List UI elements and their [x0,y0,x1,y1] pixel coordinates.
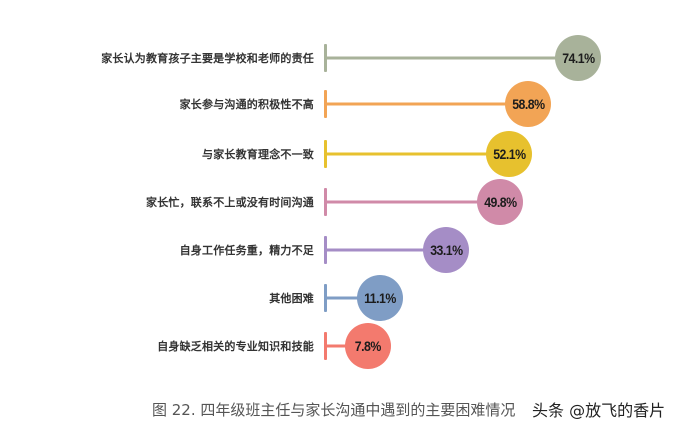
value-bubble: 49.8% [477,179,523,225]
value-bubble: 33.1% [423,227,469,273]
value-bubble: 58.8% [505,81,551,127]
category-label: 其他困难 [269,292,314,305]
chart-row: 其他困难 11.1% [0,275,700,321]
value-label: 52.1% [492,146,526,162]
lollipop-chart: 家长认为教育孩子主要是学校和老师的责任 74.1% 家长参与沟通的积极性不高 58.8… [0,35,700,369]
value-bubble: 52.1% [486,131,532,177]
value-bar [325,296,380,300]
category-label: 家长认为教育孩子主要是学校和老师的责任 [101,52,314,65]
value-bar [325,152,509,156]
chart-row: 与家长教育理念不一致 52.1% [0,131,700,177]
chart-row: 自身工作任务重，精力不足 33.1% [0,227,700,273]
value-bubble: 7.8% [345,323,391,369]
value-bar [325,102,528,106]
watermark: 头条 @放飞的香片 [532,401,666,420]
value-label: 11.1% [364,290,396,306]
chart-row: 自身缺乏相关的专业知识和技能 7.8% [0,323,700,369]
chart-row: 家长忙，联系不上或没有时间沟通 49.8% [0,179,700,225]
figure-caption: 图 22. 四年级班主任与家长沟通中遇到的主要困难情况 [152,401,516,419]
category-label: 家长忙，联系不上或没有时间沟通 [146,196,314,209]
category-label: 自身缺乏相关的专业知识和技能 [157,340,314,353]
value-label: 33.1% [429,242,463,258]
value-label: 74.1% [561,50,595,66]
value-label: 58.8% [511,96,545,112]
value-bar [325,248,446,252]
value-bar [325,56,578,60]
category-label: 与家长教育理念不一致 [202,148,314,161]
chart-row: 家长认为教育孩子主要是学校和老师的责任 74.1% [0,35,700,81]
value-bubble: 11.1% [357,275,403,321]
category-label: 自身工作任务重，精力不足 [179,244,314,257]
value-bubble: 74.1% [555,35,601,81]
value-label: 7.8% [355,338,381,354]
category-label: 家长参与沟通的积极性不高 [179,98,314,111]
value-label: 49.8% [483,194,517,210]
value-bar [325,200,500,204]
chart-row: 家长参与沟通的积极性不高 58.8% [0,81,700,127]
